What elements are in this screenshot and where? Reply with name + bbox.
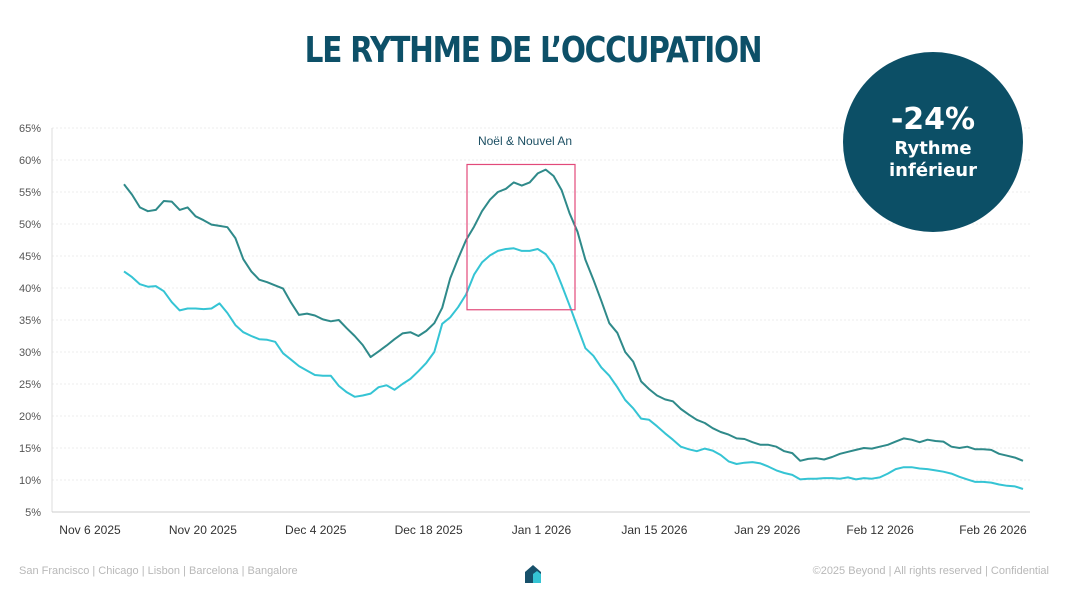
y-tick-label: 15% [19,443,41,455]
y-tick-label: 50% [19,219,41,231]
y-axis: 5% 10% 15% 20% 25% 30% 35% 40% 45% 50% 55% 60% 65% [19,123,53,519]
x-tick-label: Nov 6 2025 [59,523,121,537]
page-title: LE RYTHME DE L’OCCUPATION [304,30,763,71]
y-tick-label: 25% [19,379,41,391]
x-tick-label: Feb 26 2026 [959,523,1027,537]
x-tick-label: Jan 29 2026 [734,523,800,537]
badge-value: -24% [890,102,976,137]
y-tick-label: 20% [19,411,41,423]
annotation-label: Noël & Nouvel An [478,134,572,148]
y-tick-label: 30% [19,347,41,359]
x-tick-label: Jan 1 2026 [512,523,572,537]
series-line-1 [123,168,1024,462]
series-line-2 [123,247,1024,490]
x-tick-label: Jan 15 2026 [621,523,687,537]
y-tick-label: 40% [19,283,41,295]
y-tick-label: 55% [19,187,41,199]
x-axis: Nov 6 2025 Nov 20 2025 Dec 4 2025 Dec 18 20… [52,511,1030,537]
y-tick-label: 60% [19,155,41,167]
x-tick-label: Feb 12 2026 [846,523,914,537]
holiday-annotation: Noël & Nouvel An [466,134,576,311]
pace-badge: -24% Rythme inférieur [843,52,1023,232]
badge-label: Rythme inférieur [889,138,977,181]
y-tick-label: 45% [19,251,41,263]
y-tick-label: 35% [19,315,41,327]
series-lines [123,168,1024,490]
occupancy-chart: 5% 10% 15% 20% 25% 30% 35% 40% 45% 50% 55% 60% 65% N… [19,123,1030,537]
footer-copyright: ©2025 Beyond | All rights reserved | Con… [812,565,1049,577]
highlight-box [466,163,576,311]
house-icon [524,564,544,589]
x-tick-label: Dec 18 2025 [395,523,463,537]
y-tick-label: 65% [19,123,41,135]
x-tick-label: Nov 20 2025 [169,523,237,537]
y-tick-label: 10% [19,475,41,487]
footer-offices: San Francisco | Chicago | Lisbon | Barce… [19,565,298,577]
x-tick-label: Dec 4 2025 [285,523,347,537]
y-tick-label: 5% [25,507,41,519]
